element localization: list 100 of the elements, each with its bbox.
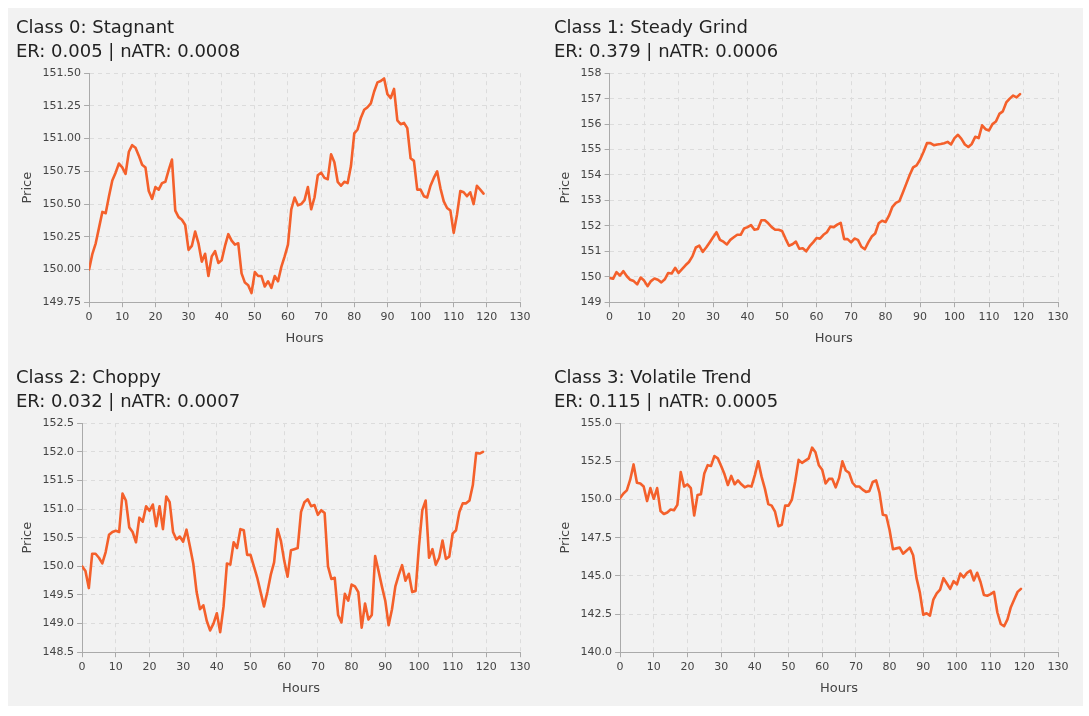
x-tick-label: 0: [606, 309, 614, 323]
x-tick-label: 40: [740, 309, 755, 323]
x-tick-label: 70: [848, 659, 863, 673]
y-tick-label: 155: [580, 142, 602, 156]
x-tick-label: 90: [378, 659, 393, 673]
x-tick-label: 130: [509, 659, 531, 673]
x-tick-label: 90: [916, 659, 931, 673]
x-tick-label: 110: [442, 659, 464, 673]
x-tick-label: 110: [443, 309, 465, 323]
y-tick-label: 149.75: [42, 295, 82, 309]
x-tick-label: 110: [980, 659, 1002, 673]
x-tick-label: 0: [78, 659, 86, 673]
x-tick-label: 20: [680, 659, 695, 673]
x-tick-label: 50: [775, 309, 790, 323]
x-tick-label: 20: [671, 309, 686, 323]
y-tick-label: 150.0: [580, 492, 613, 506]
y-tick-label: 158: [580, 66, 602, 80]
y-tick-label: 152.5: [580, 454, 613, 468]
y-axis-title: Price: [557, 521, 573, 554]
x-tick-label: 100: [946, 659, 968, 673]
y-tick-label: 150.5: [42, 530, 75, 544]
y-tick-label: 155.0: [580, 416, 613, 430]
x-tick-label: 130: [509, 309, 531, 323]
x-tick-label: 20: [142, 659, 157, 673]
x-axis-title: Hours: [814, 329, 854, 345]
y-tick-label: 148.5: [42, 645, 75, 659]
x-tick-label: 100: [408, 659, 430, 673]
y-tick-label: 149.0: [42, 616, 75, 630]
chart-title: Class 2: Choppy: [16, 366, 162, 388]
x-tick-label: 50: [247, 309, 262, 323]
y-tick-label: 151: [580, 244, 602, 258]
y-tick-label: 152.5: [42, 416, 75, 430]
x-tick-label: 60: [280, 309, 295, 323]
chart-title: Class 3: Volatile Trend: [554, 366, 752, 388]
x-tick-label: 120: [1013, 659, 1035, 673]
y-tick-label: 151.50: [42, 66, 82, 80]
x-tick-label: 30: [176, 659, 191, 673]
y-tick-label: 145.0: [580, 568, 613, 582]
x-tick-label: 100: [944, 309, 966, 323]
x-tick-label: 0: [85, 309, 93, 323]
x-tick-label: 50: [781, 659, 796, 673]
x-tick-label: 40: [747, 659, 762, 673]
y-tick-label: 151.5: [42, 473, 75, 487]
y-tick-label: 150: [580, 269, 602, 283]
y-tick-label: 152: [580, 218, 602, 232]
x-tick-label: 30: [714, 659, 729, 673]
chart-subtitle: ER: 0.115 | nATR: 0.0005: [554, 390, 779, 412]
chart-subtitle: ER: 0.032 | nATR: 0.0007: [16, 390, 241, 412]
y-tick-label: 140.0: [580, 645, 613, 659]
x-tick-label: 10: [637, 309, 652, 323]
chart-subtitle: ER: 0.005 | nATR: 0.0008: [16, 40, 241, 62]
x-tick-label: 60: [277, 659, 292, 673]
x-tick-label: 130: [1047, 659, 1069, 673]
y-tick-label: 142.5: [580, 606, 613, 620]
y-tick-label: 150.50: [42, 196, 82, 210]
y-tick-label: 151.25: [42, 98, 82, 112]
x-tick-label: 40: [214, 309, 229, 323]
x-tick-label: 30: [706, 309, 721, 323]
y-tick-label: 150.00: [42, 262, 82, 276]
y-tick-label: 149.5: [42, 587, 75, 601]
y-tick-label: 157: [580, 91, 602, 105]
y-tick-label: 156: [580, 116, 602, 130]
y-tick-label: 147.5: [580, 530, 613, 544]
y-tick-label: 154: [580, 167, 602, 181]
x-tick-label: 120: [476, 309, 498, 323]
x-tick-label: 40: [209, 659, 224, 673]
x-tick-label: 100: [410, 309, 432, 323]
x-axis-title: Hours: [282, 679, 321, 695]
x-tick-label: 80: [344, 659, 359, 673]
x-tick-label: 80: [878, 309, 893, 323]
x-axis-title: Hours: [820, 679, 859, 695]
y-tick-label: 153: [580, 193, 602, 207]
x-tick-label: 130: [1047, 309, 1069, 323]
x-tick-label: 70: [310, 659, 325, 673]
y-axis-title: Price: [19, 171, 35, 204]
x-tick-label: 90: [380, 309, 395, 323]
x-tick-label: 80: [882, 659, 897, 673]
x-tick-label: 90: [913, 309, 928, 323]
y-tick-label: 151.00: [42, 131, 82, 145]
x-tick-label: 30: [181, 309, 196, 323]
y-tick-label: 150.0: [42, 559, 75, 573]
x-tick-label: 110: [978, 309, 1000, 323]
x-tick-label: 120: [475, 659, 497, 673]
y-tick-label: 150.75: [42, 164, 82, 178]
x-axis-title: Hours: [285, 329, 324, 345]
x-tick-label: 70: [314, 309, 329, 323]
chart-title: Class 0: Stagnant: [16, 16, 175, 38]
chart-title: Class 1: Steady Grind: [554, 16, 748, 38]
x-tick-label: 10: [646, 659, 661, 673]
x-tick-label: 60: [815, 659, 830, 673]
x-tick-label: 50: [243, 659, 258, 673]
y-tick-label: 150.25: [42, 229, 82, 243]
x-tick-label: 60: [809, 309, 824, 323]
x-tick-label: 10: [115, 309, 130, 323]
x-tick-label: 20: [148, 309, 163, 323]
chart-subtitle: ER: 0.379 | nATR: 0.0006: [554, 40, 779, 62]
y-tick-label: 149: [580, 295, 602, 309]
y-axis-title: Price: [557, 171, 573, 204]
y-tick-label: 152.0: [42, 444, 75, 458]
x-tick-label: 0: [616, 659, 624, 673]
